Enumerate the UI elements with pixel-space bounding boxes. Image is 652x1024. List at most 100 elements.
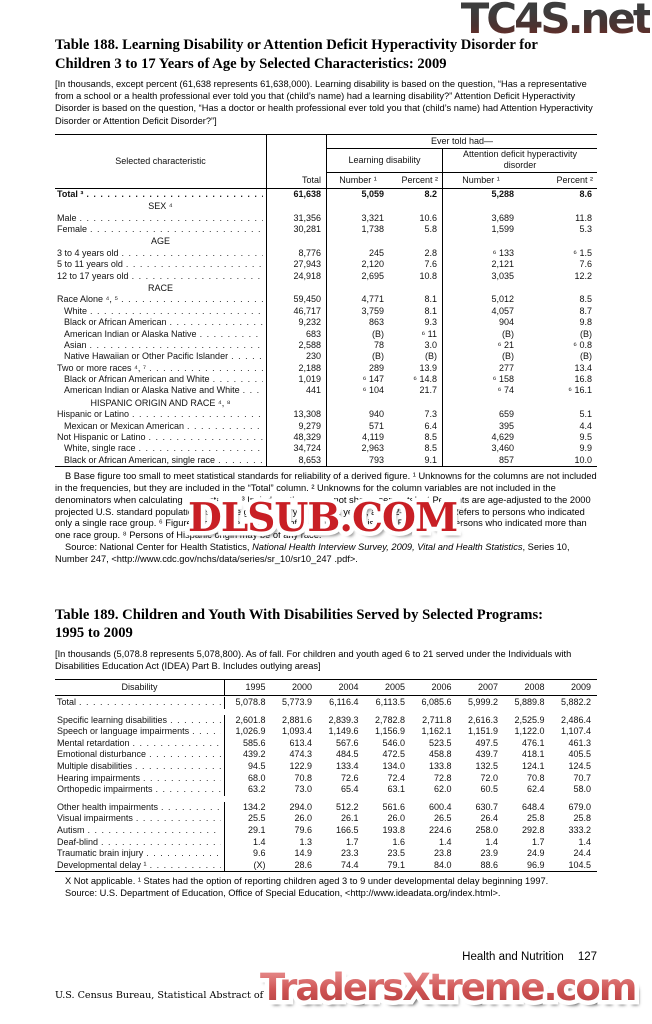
value-cell: 124.5 <box>568 760 591 771</box>
row-label-cell: Mexican or Mexican American <box>55 420 267 433</box>
value-cell: 3,321 <box>361 212 384 223</box>
row-label-cell: Traumatic brain injury <box>55 848 225 860</box>
value-cell: 13.9 <box>389 362 443 375</box>
row-label: White <box>64 305 88 316</box>
table-row: Not Hispanic or Latino 48,329 4,119 8.5 4,62… <box>55 432 597 444</box>
value-cell: 3,035 <box>491 270 514 281</box>
row-label: 3 to 4 years old <box>57 247 119 258</box>
value-cell: 72.0 <box>480 772 498 783</box>
header-selected-characteristic: Selected characteristic <box>55 134 267 188</box>
value-cell <box>327 282 389 294</box>
row-label-cell: Orthopedic impairments <box>55 784 225 796</box>
table189-title: Table 189. Children and Youth With Disab… <box>55 606 597 643</box>
dot-leader <box>187 421 263 432</box>
value-cell: 1,599 <box>491 223 514 234</box>
value-cell: 8.1 <box>389 294 443 306</box>
value-cell: 613.4 <box>289 737 312 748</box>
value-cell: 9,279 <box>267 420 327 433</box>
value-cell: 230 <box>267 351 327 363</box>
row-label: Male <box>57 212 77 223</box>
value-cell: 474.3 <box>289 749 312 760</box>
value-cell: 2,839.3 <box>328 714 359 725</box>
value-cell: 3,689 <box>491 212 514 223</box>
row-label: Autism <box>57 824 85 835</box>
value-cell <box>267 281 327 295</box>
row-label-cell: Two or more races ⁴, ⁷ <box>55 362 267 375</box>
value-cell: 28.6 <box>294 859 312 870</box>
value-cell: 9.9 <box>579 443 592 454</box>
table188-intro: [In thousands, except percent (61,638 re… <box>55 79 593 126</box>
value-cell: 5,078.8 <box>235 696 266 707</box>
value-cell: 166.5 <box>335 824 359 835</box>
value-cell <box>519 200 597 212</box>
table-row: Mexican or Mexican American 9,279 571 6.4 39… <box>55 420 597 433</box>
value-cell: 9,232 <box>267 317 327 329</box>
value-cell: 439.7 <box>475 749 498 760</box>
row-label-cell: Developmental delay ¹ <box>55 859 225 872</box>
dot-leader <box>213 374 263 385</box>
value-cell: 333.2 <box>568 824 591 835</box>
table-row: 3 to 4 years old 8,776 245 2.8 ⁶ 133 ⁶ 1.5 <box>55 247 597 260</box>
header-ld-percent: Percent ² <box>389 172 443 188</box>
value-cell: 395 <box>498 420 514 431</box>
header-total: Total <box>267 134 327 188</box>
value-cell: 26.0 <box>387 813 405 824</box>
value-cell: 9.3 <box>389 317 443 329</box>
value-cell: 21.7 <box>389 385 443 397</box>
value-cell: 6.4 <box>389 420 443 433</box>
value-cell: ⁶ 21 <box>497 339 514 350</box>
value-cell: 5,288 <box>491 188 514 199</box>
value-cell: 1,151.9 <box>467 726 498 737</box>
section-label: SEX ⁴ <box>148 201 173 212</box>
value-cell: 25.8 <box>573 813 591 824</box>
value-cell: 2,963 <box>361 443 384 454</box>
dot-leader <box>79 697 221 709</box>
row-label-cell: Emotional disturbance <box>55 749 225 761</box>
row-label: Black or African American, single race <box>64 454 216 465</box>
value-cell: 863 <box>368 317 384 328</box>
header-ever-told-had: Ever told had— <box>327 135 597 149</box>
value-cell: 10.8 <box>389 270 443 282</box>
value-cell: 224.6 <box>428 824 452 835</box>
value-cell: 4,057 <box>491 305 514 316</box>
row-label-cell: Speech or language impairments <box>55 726 225 738</box>
value-cell: 683 <box>267 328 327 340</box>
dot-leader <box>136 813 221 825</box>
value-cell: 4,119 <box>362 432 384 443</box>
value-cell: 12.2 <box>574 270 592 281</box>
table-row: Deaf-blind 1.4 1.3 1.7 1.6 1.4 1.4 1.7 1.4 <box>55 836 597 849</box>
dot-leader <box>243 385 263 396</box>
value-cell: 11.8 <box>575 212 592 223</box>
header-learning-disability: Learning disability <box>327 148 443 173</box>
value-cell: 62.4 <box>526 784 545 795</box>
value-cell: 4,629 <box>491 432 514 443</box>
value-cell: 5.1 <box>579 409 592 420</box>
value-cell: 277 <box>498 362 514 373</box>
dot-leader <box>88 825 221 837</box>
value-cell: ⁶ 158 <box>492 374 514 385</box>
dot-leader <box>90 306 263 317</box>
row-label-cell: Asian <box>55 339 267 352</box>
value-cell: 16.8 <box>574 374 592 385</box>
row-label: American Indian or Alaska Native <box>64 328 197 339</box>
table-row: American Indian or Alaska Native 683 (B) ⁶ … <box>55 328 597 340</box>
dot-leader <box>90 340 263 351</box>
header-year: 2009 <box>570 681 591 692</box>
value-cell: 2,601.8 <box>235 714 266 725</box>
value-cell: 9.5 <box>579 432 592 443</box>
value-cell: 1.4 <box>438 836 452 847</box>
table-row: Black or African American and White 1,019… <box>55 374 597 386</box>
value-cell: 5,889.8 <box>514 696 545 707</box>
table-row: Other health impairments 134.2 294.0 512.2 5… <box>55 801 597 814</box>
row-label-cell: Black or African American and White <box>55 374 267 386</box>
dot-leader <box>170 317 263 328</box>
header-adhd: Attention deficit hyperactivity disorder <box>443 149 597 173</box>
value-cell: 84.0 <box>433 859 452 870</box>
dot-leader <box>192 726 221 738</box>
value-cell: ⁶ 74 <box>497 385 514 396</box>
value-cell <box>327 235 389 247</box>
dot-leader <box>231 351 263 362</box>
value-cell: 26.5 <box>433 813 452 824</box>
table189-header: Disability 1995 2000 2004 2005 2006 2007 2008 20… <box>55 678 597 696</box>
value-cell: 679.0 <box>568 801 591 812</box>
